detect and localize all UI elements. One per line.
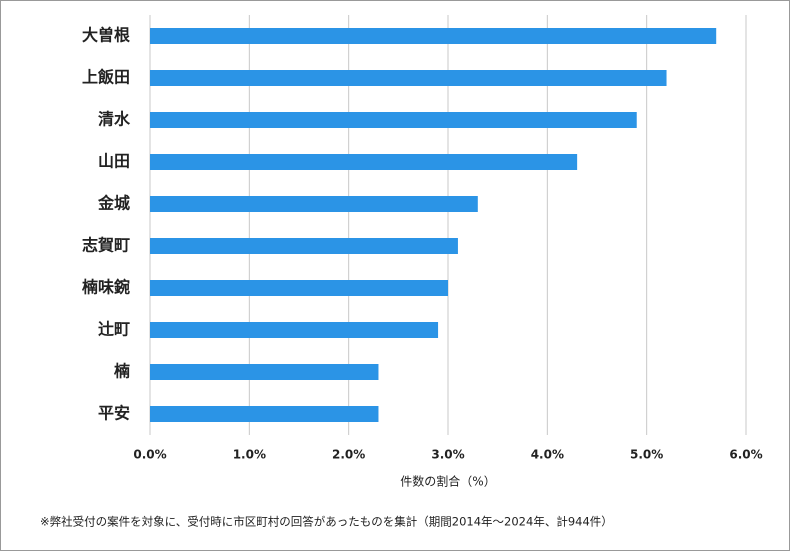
y-tick-label: 上飯田 xyxy=(82,68,130,87)
y-tick-label: 金城 xyxy=(97,194,130,213)
y-tick-label: 楠味鋺 xyxy=(81,278,130,297)
y-tick-label: 辻町 xyxy=(98,320,130,339)
x-tick-label: 5.0% xyxy=(630,448,663,462)
bar xyxy=(150,406,379,422)
x-tick-label: 6.0% xyxy=(729,448,762,462)
bar xyxy=(150,322,439,338)
x-tick-label: 1.0% xyxy=(233,448,266,462)
bar xyxy=(150,238,458,254)
footnote: ※弊社受付の案件を対象に、受付時に市区町村の回答があったものを集計（期間2014… xyxy=(40,515,613,529)
y-tick-label: 清水 xyxy=(98,110,131,129)
x-tick-label: 3.0% xyxy=(431,448,464,462)
x-tick-label: 2.0% xyxy=(332,448,365,462)
bar xyxy=(150,28,717,44)
y-tick-label: 大曽根 xyxy=(82,26,130,45)
bar xyxy=(150,112,637,128)
y-tick-label: 山田 xyxy=(98,152,130,171)
bar xyxy=(150,364,379,380)
x-tick-label: 4.0% xyxy=(531,448,564,462)
x-axis-label: 件数の割合（%） xyxy=(400,474,495,489)
bar xyxy=(150,196,478,212)
x-tick-label: 0.0% xyxy=(133,448,166,462)
y-tick-label: 志賀町 xyxy=(82,236,130,255)
y-tick-label: 平安 xyxy=(98,404,130,423)
bar xyxy=(150,280,448,296)
bar xyxy=(150,154,578,170)
bar xyxy=(150,70,667,86)
y-tick-label: 楠 xyxy=(113,362,130,381)
